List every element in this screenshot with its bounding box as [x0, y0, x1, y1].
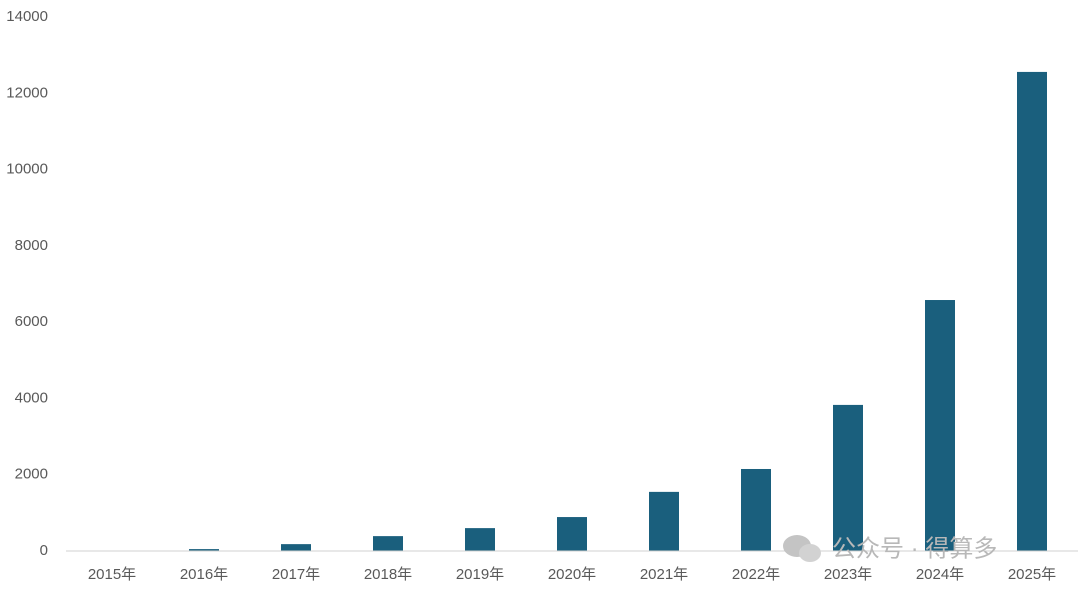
bar — [281, 544, 311, 551]
bar — [649, 491, 679, 551]
y-tick-label: 10000 — [6, 161, 48, 178]
bar — [833, 404, 863, 551]
x-tick-label: 2025年 — [1008, 566, 1056, 583]
x-tick-label: 2016年 — [180, 566, 228, 583]
x-tick-label: 2022年 — [732, 566, 780, 583]
watermark: 公众号 · 得算多 — [783, 535, 997, 562]
watermark-text: 公众号 · 得算多 — [832, 535, 997, 562]
x-tick-label: 2015年 — [88, 566, 136, 583]
y-tick-label: 4000 — [15, 389, 48, 406]
y-tick-label: 0 — [40, 542, 48, 559]
y-tick-label: 2000 — [15, 466, 48, 483]
bar — [741, 468, 771, 551]
bar — [925, 300, 955, 551]
y-tick-label: 12000 — [6, 84, 48, 101]
x-tick-label: 2019年 — [456, 566, 504, 583]
bar — [557, 517, 587, 551]
bar — [189, 549, 219, 551]
x-tick-label: 2017年 — [272, 566, 320, 583]
x-tick-label: 2021年 — [640, 566, 688, 583]
x-tick-label: 2020年 — [548, 566, 596, 583]
x-tick-label: 2023年 — [824, 566, 872, 583]
x-tick-label: 2018年 — [364, 566, 412, 583]
y-tick-label: 14000 — [6, 8, 48, 25]
bar — [465, 528, 495, 551]
y-tick-label: 6000 — [15, 313, 48, 330]
x-tick-label: 2024年 — [916, 566, 964, 583]
bar — [1017, 71, 1047, 551]
y-tick-label: 8000 — [15, 237, 48, 254]
plot: 0 2000 4000 6000 8000 10000 12000 14000 2015年 201… — [6, 8, 1078, 583]
bar — [373, 536, 403, 551]
